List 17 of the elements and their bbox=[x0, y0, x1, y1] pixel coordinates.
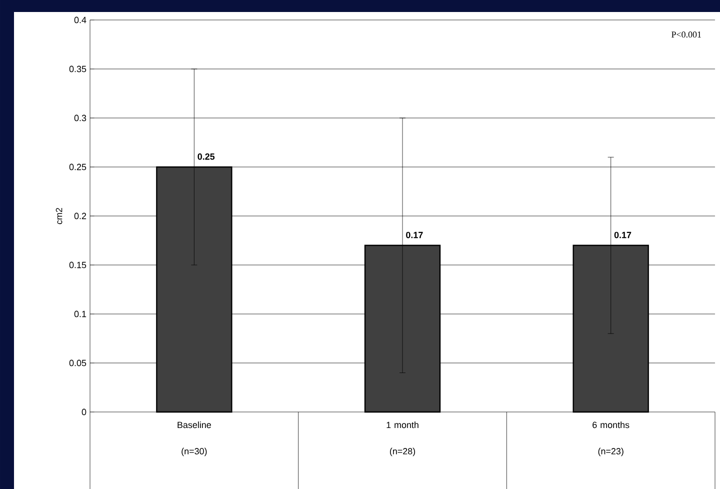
y-tick-label: 0.1 bbox=[74, 310, 86, 318]
data-label: 0.17 bbox=[614, 232, 632, 238]
y-tick-label: 0.15 bbox=[69, 262, 86, 268]
category-label: Baseline (n=30) bbox=[178, 422, 211, 456]
category-label: 6 months (n=23) bbox=[592, 422, 630, 456]
y-tick-label: 0.4 bbox=[74, 16, 86, 24]
y-tick-label: 0.2 bbox=[74, 212, 86, 220]
y-axis-title: cm2 bbox=[56, 208, 62, 224]
data-label: 0.25 bbox=[198, 153, 215, 160]
y-tick-label: 0.35 bbox=[69, 66, 86, 72]
y-tick-label: 0 bbox=[82, 408, 86, 416]
y-tick-label: 0.25 bbox=[69, 164, 86, 170]
category-label: 1 month (n=28) bbox=[386, 422, 418, 456]
data-label: 0.17 bbox=[406, 232, 423, 238]
y-tick-label: 0.05 bbox=[69, 360, 86, 366]
y-tick-label: 0.3 bbox=[74, 114, 86, 122]
annotation: P<0.001 bbox=[672, 32, 701, 38]
